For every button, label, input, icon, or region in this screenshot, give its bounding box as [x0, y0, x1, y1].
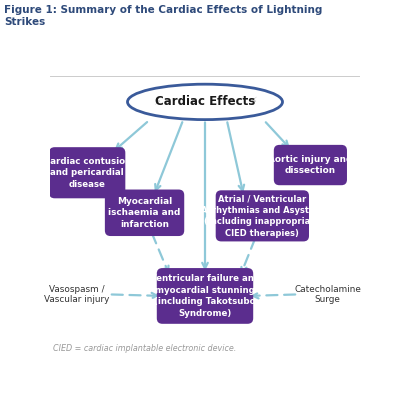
FancyBboxPatch shape: [49, 147, 125, 198]
Text: Figure 1: Summary of the Cardiac Effects of Lightning
Strikes: Figure 1: Summary of the Cardiac Effects…: [4, 5, 322, 27]
Text: ⚡: ⚡: [249, 97, 257, 107]
Text: Cardiac contusion
and pericardial
disease: Cardiac contusion and pericardial diseas…: [44, 157, 131, 189]
Text: Catecholamine
Surge: Catecholamine Surge: [294, 285, 361, 304]
Text: Ventricular failure and
myocardial stunning
(including Takotsubo
Syndrome): Ventricular failure and myocardial stunn…: [150, 274, 260, 318]
Text: Aortic injury and
dissection: Aortic injury and dissection: [268, 155, 352, 175]
Text: Cardiac Effects: Cardiac Effects: [155, 96, 255, 108]
Text: ⚡: ⚡: [153, 97, 161, 107]
Text: Atrial / Ventricular
Arrhythmias and Asystole
(including inappropriate
CIED ther: Atrial / Ventricular Arrhythmias and Asy…: [201, 194, 324, 238]
FancyBboxPatch shape: [216, 190, 309, 242]
FancyBboxPatch shape: [105, 190, 184, 236]
Ellipse shape: [128, 84, 282, 120]
FancyBboxPatch shape: [274, 145, 347, 185]
Text: Vasospasm /
Vascular injury: Vasospasm / Vascular injury: [44, 285, 109, 304]
FancyBboxPatch shape: [157, 268, 253, 324]
Text: Myocardial
ischaemia and
infarction: Myocardial ischaemia and infarction: [108, 197, 181, 229]
Text: CIED = cardiac implantable electronic device.: CIED = cardiac implantable electronic de…: [53, 344, 236, 353]
